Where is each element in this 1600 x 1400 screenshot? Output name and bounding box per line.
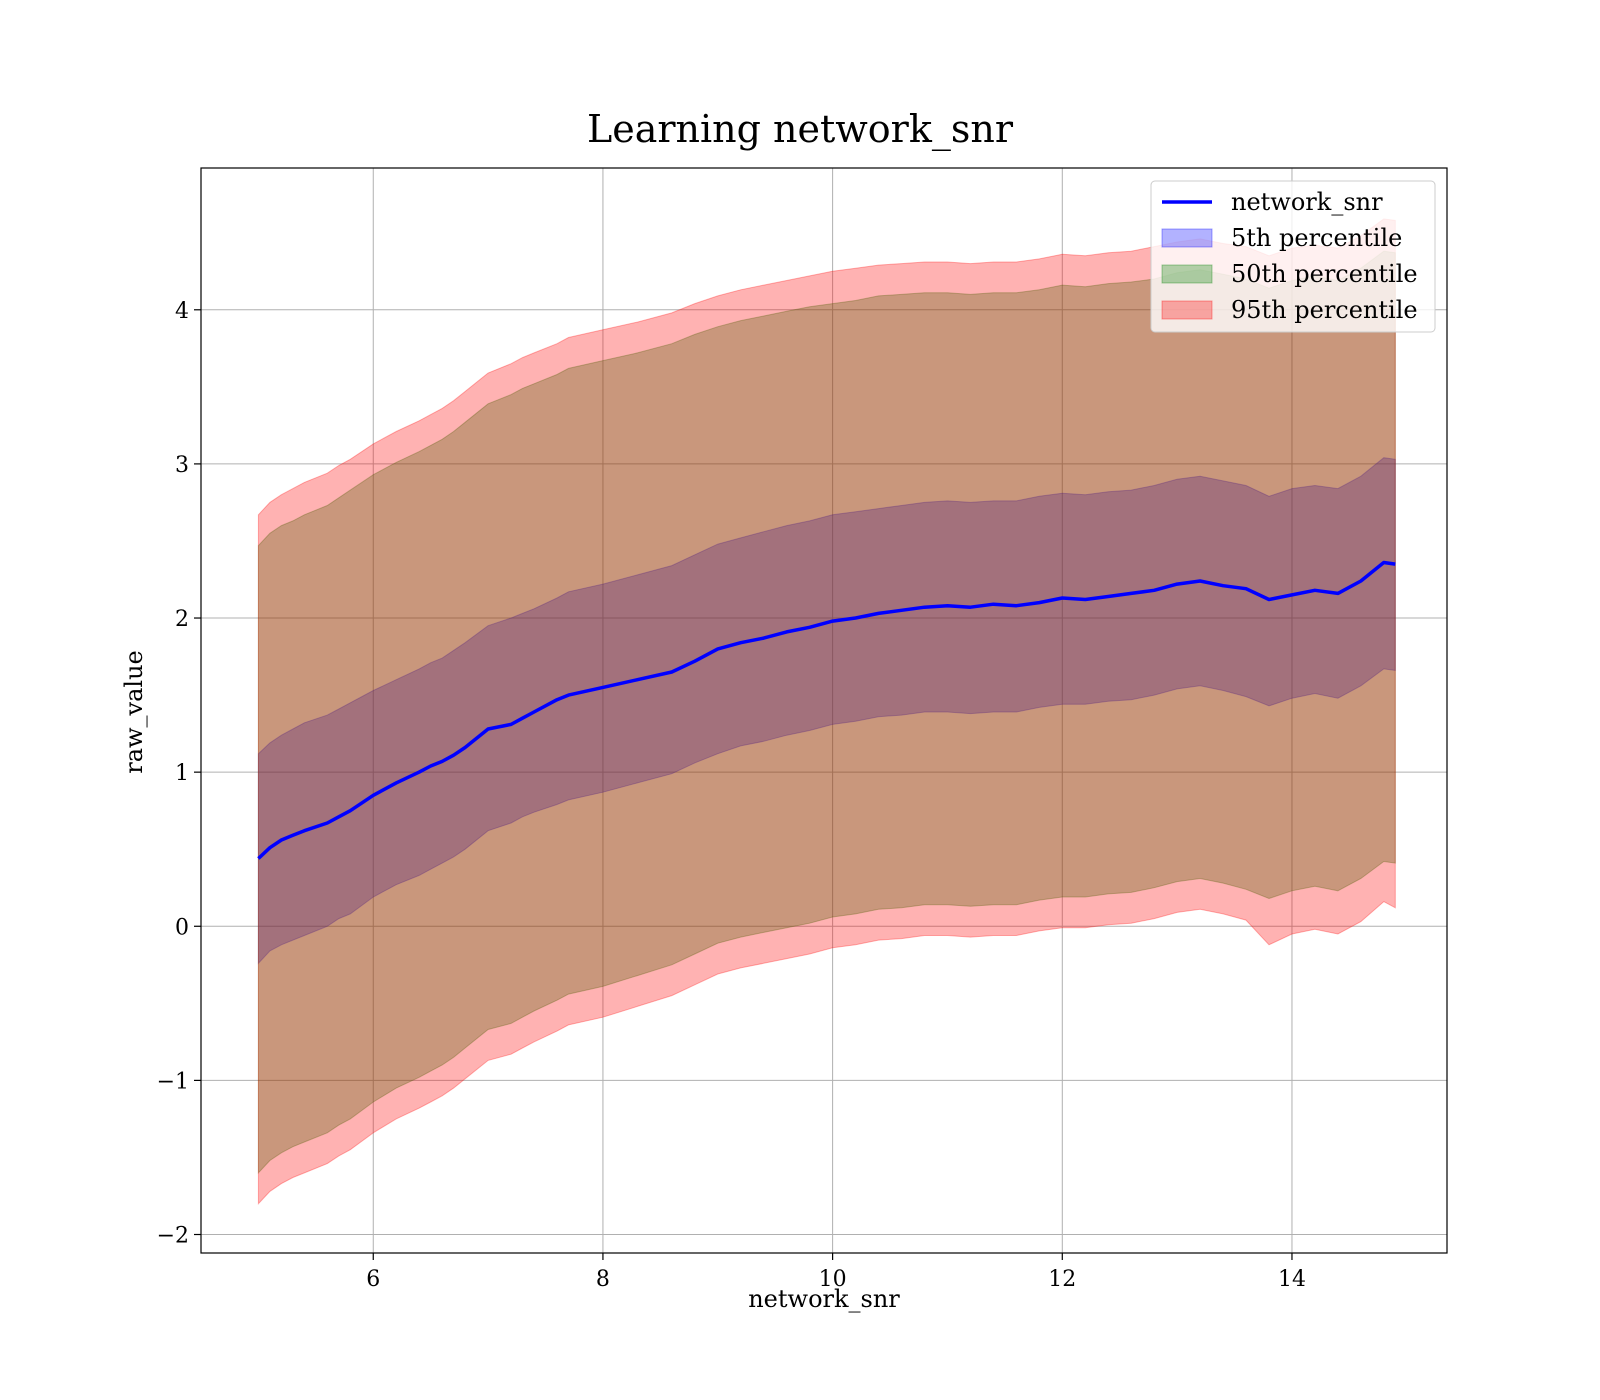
y-tick-label: −2: [157, 1224, 189, 1249]
chart-title: Learning network_snr: [587, 107, 1014, 152]
y-axis-label: raw_value: [120, 650, 148, 774]
y-tick-label: 0: [175, 915, 189, 940]
legend: network_snr 5th percentile 50th percentile…: [1150, 180, 1436, 333]
band-95th-percentile: [257, 218, 1396, 1205]
x-axis-label: network_snr: [748, 1285, 900, 1313]
legend-label: 95th percentile: [1231, 296, 1418, 324]
legend-swatch-band: [1161, 264, 1213, 284]
y-tick-label: −1: [157, 1069, 189, 1094]
x-tick-label: 14: [1278, 1267, 1306, 1292]
band-50th-percentile: [257, 250, 1396, 1175]
legend-frame: [1150, 180, 1436, 333]
x-tick-label: 8: [596, 1267, 610, 1292]
bands-layer: [257, 218, 1396, 1205]
legend-swatch-band: [1161, 300, 1213, 320]
grid: [201, 168, 1447, 1253]
x-tick-label: 12: [1048, 1267, 1076, 1292]
legend-swatch-band: [1161, 228, 1213, 248]
band-5th-percentile: [257, 457, 1396, 965]
y-tick-label: 3: [175, 453, 189, 478]
y-tick-label: 2: [175, 607, 189, 632]
x-tick-label: 6: [366, 1267, 380, 1292]
y-tick-label: 1: [175, 761, 189, 786]
lines-layer: [257, 560, 1396, 860]
legend-label: network_snr: [1231, 188, 1383, 216]
plot-frame: [200, 167, 1448, 1254]
legend-label: 5th percentile: [1231, 224, 1402, 252]
legend-label: 50th percentile: [1231, 260, 1418, 288]
line-network_snr: [257, 560, 1396, 860]
y-tick-label: 4: [175, 299, 189, 324]
x-tick-label: 10: [819, 1267, 847, 1292]
